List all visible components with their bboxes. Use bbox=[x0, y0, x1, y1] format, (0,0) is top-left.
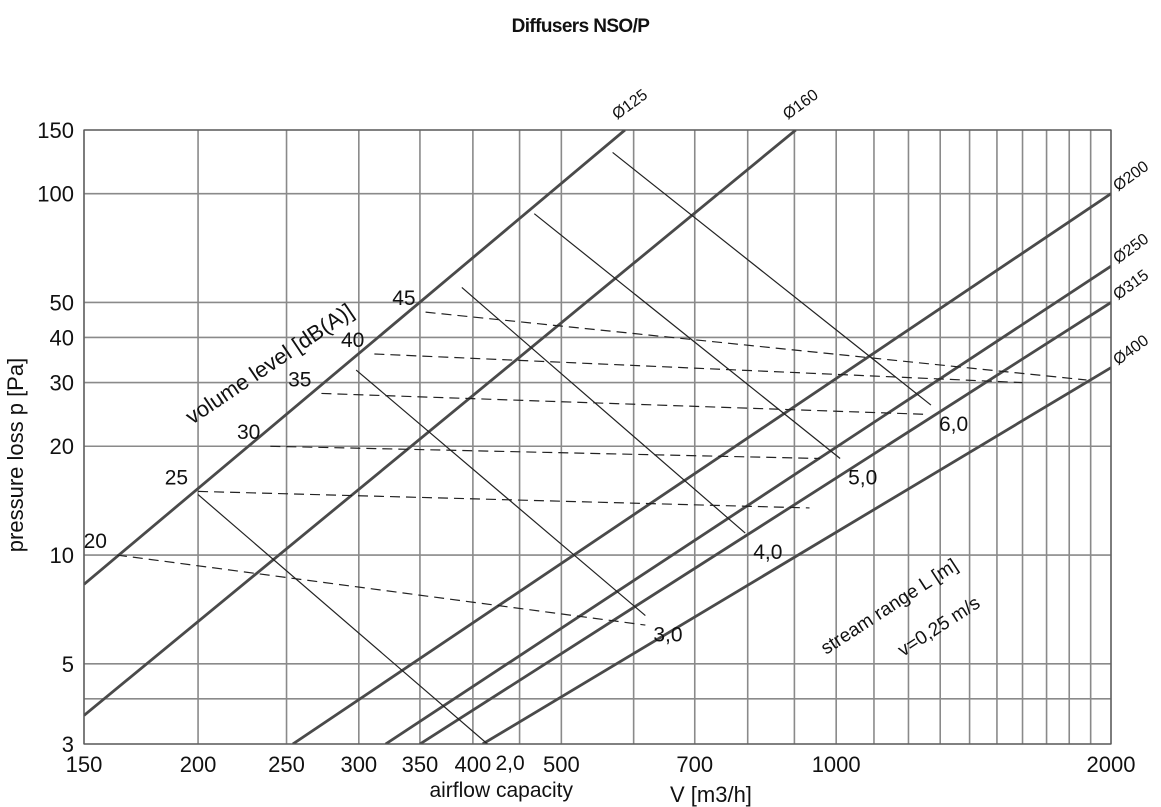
x-tick-label: 700 bbox=[676, 752, 713, 777]
diameter-line-400 bbox=[481, 366, 1111, 744]
y-tick-label: 150 bbox=[37, 118, 74, 143]
stream-range-line bbox=[612, 151, 932, 406]
x-tick-label: 500 bbox=[543, 752, 580, 777]
stream-range-lines bbox=[197, 151, 932, 744]
x-tick-label: 300 bbox=[340, 752, 377, 777]
x-axis-unit: V [m3/h] bbox=[670, 782, 752, 807]
diameter-label: Ø160 bbox=[780, 86, 822, 123]
diameter-label: Ø200 bbox=[1110, 158, 1152, 195]
volume-level-value: 25 bbox=[165, 466, 188, 489]
volume-level-line bbox=[198, 490, 810, 509]
diameter-line-200 bbox=[292, 192, 1111, 744]
diameter-label: Ø125 bbox=[609, 86, 651, 123]
stream-range-value: 5,0 bbox=[848, 466, 877, 489]
volume-level-value: 35 bbox=[288, 368, 311, 391]
y-tick-label: 30 bbox=[50, 371, 74, 396]
volume-level-lines bbox=[116, 311, 1087, 626]
y-tick-label: 20 bbox=[50, 434, 74, 459]
stream-range-line bbox=[355, 369, 646, 617]
volume-level-line bbox=[425, 311, 1087, 381]
stream-range-line bbox=[461, 287, 746, 534]
diameter-label: Ø250 bbox=[1110, 231, 1152, 268]
plot-frame bbox=[83, 129, 1112, 745]
chart-title: Diffusers NSO/P bbox=[511, 16, 650, 37]
y-tick-label: 50 bbox=[50, 290, 74, 315]
x-tick-label: 400 bbox=[455, 752, 492, 777]
volume-level-value: 20 bbox=[84, 530, 107, 553]
stream-range-value: 6,0 bbox=[939, 413, 968, 436]
y-tick-label: 100 bbox=[37, 182, 74, 207]
volume-level-line bbox=[116, 554, 646, 626]
diameter-line-250 bbox=[384, 264, 1111, 744]
diameter-lines bbox=[84, 130, 1111, 744]
chart-labels: 150 200 250 300 350 400 500 700 1000 200035102030… bbox=[37, 86, 1152, 777]
stream-range-value: 3,0 bbox=[653, 624, 682, 647]
diameter-line-160 bbox=[84, 130, 797, 717]
y-tick-label: 5 bbox=[62, 652, 74, 677]
y-tick-label: 40 bbox=[50, 325, 74, 350]
x-tick-label: 1000 bbox=[812, 752, 861, 777]
volume-level-value: 40 bbox=[341, 329, 364, 352]
volume-level-line bbox=[270, 445, 821, 460]
diameter-label: Ø315 bbox=[1110, 267, 1152, 304]
x-axis-label: airflow capacity bbox=[429, 779, 573, 802]
stream-range-value: 2,0 bbox=[495, 752, 524, 775]
y-tick-label: 10 bbox=[50, 543, 74, 568]
x-tick-label: 350 bbox=[402, 752, 439, 777]
diameter-line-315 bbox=[419, 301, 1111, 744]
x-tick-label: 200 bbox=[180, 752, 217, 777]
diameter-line-125 bbox=[84, 130, 626, 586]
volume-level-label: volume level [dB(A)] bbox=[181, 298, 358, 429]
x-tick-label: 2000 bbox=[1087, 752, 1136, 777]
volume-level-value: 30 bbox=[237, 421, 260, 444]
x-tick-label: 250 bbox=[268, 752, 305, 777]
stream-range-line bbox=[197, 494, 488, 744]
y-axis-label: pressure loss p [Pa] bbox=[3, 358, 28, 552]
stream-range-value: 4,0 bbox=[753, 541, 782, 564]
stream-range-line bbox=[533, 213, 841, 459]
volume-level-line bbox=[374, 353, 1023, 384]
volume-level-line bbox=[321, 392, 928, 415]
volume-level-value: 45 bbox=[392, 287, 415, 310]
diameter-label: Ø400 bbox=[1110, 332, 1152, 369]
y-tick-label: 3 bbox=[62, 732, 74, 757]
x-tick-label: 150 bbox=[66, 752, 103, 777]
